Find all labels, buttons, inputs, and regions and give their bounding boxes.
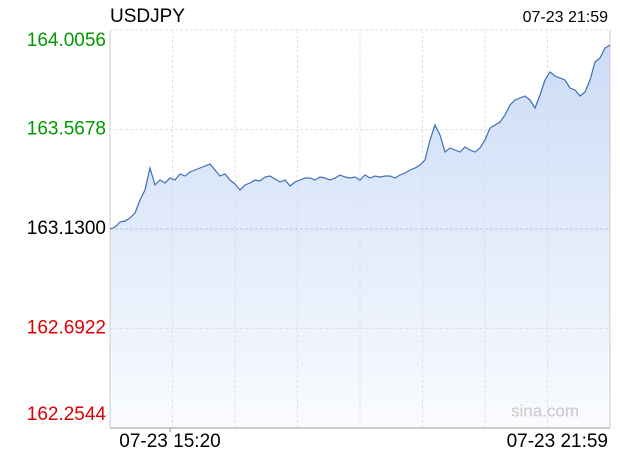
price-line bbox=[109, 44, 611, 230]
y-tick-label: 164.0056 bbox=[27, 30, 106, 51]
y-tick-label: 162.6922 bbox=[27, 318, 106, 339]
x-tick-label: 07-23 21:59 bbox=[507, 431, 608, 452]
y-tick-label: 163.1300 bbox=[27, 218, 106, 239]
y-tick-label: 162.2544 bbox=[27, 404, 107, 425]
y-tick-label: 163.5678 bbox=[27, 119, 106, 140]
chart-title: USDJPY bbox=[110, 6, 185, 27]
watermark: sina.com bbox=[511, 401, 579, 420]
x-tick-label: 07-23 15:20 bbox=[119, 431, 220, 452]
updated-time: 07-23 21:59 bbox=[523, 9, 609, 26]
